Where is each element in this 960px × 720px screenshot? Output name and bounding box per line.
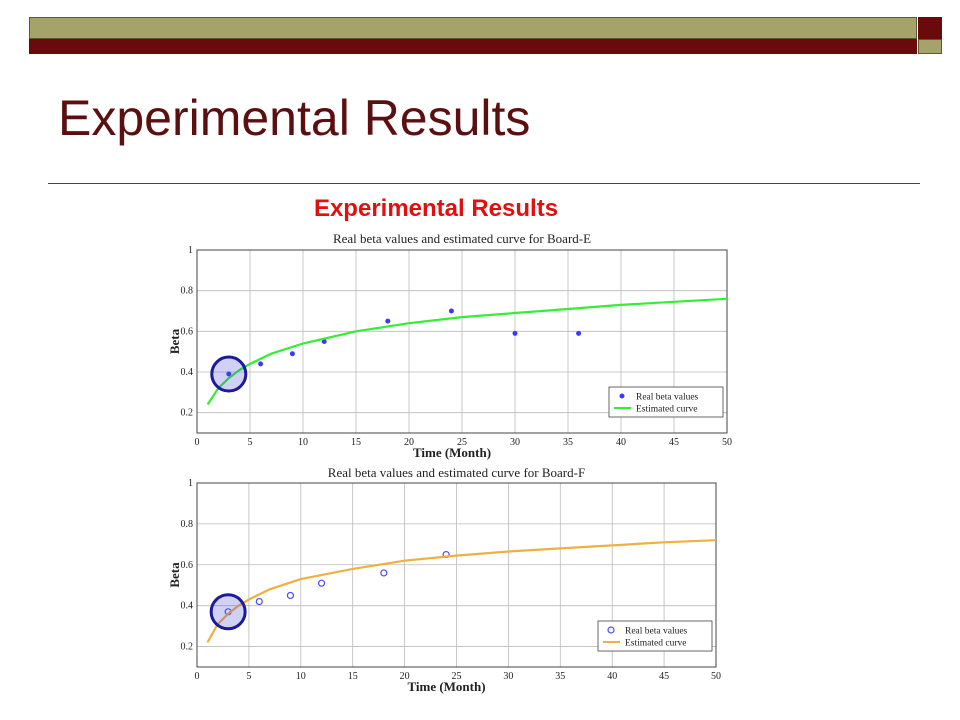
chart-e-plot-frame <box>196 249 728 434</box>
chart-f-ytick-label: 0.2 <box>181 642 194 653</box>
chart-e-xtick-label: 50 <box>722 437 732 448</box>
chart-e-data-point <box>321 339 327 344</box>
chart-e-xtick-label: 0 <box>195 437 200 448</box>
chart-e-yaxis-label: Beta <box>167 328 182 354</box>
chart-f-estimated-curve <box>206 539 717 644</box>
chart-f-legend-swatch <box>607 626 615 634</box>
chart-f-ytick-label: 0.8 <box>181 519 194 530</box>
chart-f-xtick-label: 10 <box>296 671 306 682</box>
chart-e-xtick-label: 45 <box>669 437 679 448</box>
chart-e-xtick-label: 15 <box>351 437 361 448</box>
chart-f-ytick-label: 0.4 <box>181 601 194 612</box>
chart-e-xtick-label: 20 <box>404 437 414 448</box>
chart-f-xtick-label: 35 <box>555 671 565 682</box>
chart-e-data-point <box>576 330 582 336</box>
chart-board-f-svg: Real beta values and estimated curve for… <box>167 465 721 694</box>
chart-e-ytick-label: 0.6 <box>181 326 194 337</box>
title-divider <box>48 183 920 184</box>
chart-e-data-point <box>512 330 518 336</box>
chart-e-xtick-label: 10 <box>298 437 308 448</box>
chart-f-xtick-label: 25 <box>452 671 462 682</box>
slide-title: Experimental Results <box>58 90 531 146</box>
chart-board-e-svg: Real beta values and estimated curve for… <box>167 231 732 460</box>
chart-e-xtick-label: 5 <box>248 437 253 448</box>
chart-e-xtick-label: 25 <box>457 437 467 448</box>
chart-f-xtick-label: 30 <box>503 671 513 682</box>
chart-e-highlight-circle <box>210 355 248 393</box>
chart-f-xtick-label: 15 <box>348 671 358 682</box>
chart-e-legend-swatch <box>619 393 625 399</box>
chart-board-f: Real beta values and estimated curve for… <box>160 465 730 706</box>
chart-f-yaxis-label: Beta <box>167 562 182 588</box>
chart-e-data-point <box>448 308 454 314</box>
chart-f-data-point <box>286 591 295 600</box>
chart-e-xtick-label: 40 <box>616 437 626 448</box>
chart-f-xtick-label: 40 <box>607 671 617 682</box>
chart-e-ytick-label: 1 <box>188 245 193 256</box>
chart-e-ytick-label: 0.2 <box>181 408 194 419</box>
chart-f-xaxis-label: Time (Month) <box>407 679 485 694</box>
chart-board-e: Real beta values and estimated curve for… <box>160 228 738 469</box>
chart-f-plot-frame <box>196 482 717 668</box>
chart-e-xaxis-label: Time (Month) <box>413 445 491 460</box>
header-bar-maroon <box>29 39 917 54</box>
chart-f-xtick-label: 5 <box>246 671 251 682</box>
chart-f-title: Real beta values and estimated curve for… <box>328 465 585 480</box>
chart-e-data-point <box>226 371 232 377</box>
chart-e-title: Real beta values and estimated curve for… <box>333 231 591 246</box>
chart-e-data-point <box>258 361 264 367</box>
chart-f-xtick-label: 0 <box>195 671 200 682</box>
chart-e-xtick-label: 30 <box>510 437 520 448</box>
chart-f-data-point <box>255 597 263 606</box>
chart-f-legend-box <box>597 620 713 652</box>
chart-f-xtick-label: 20 <box>400 671 410 682</box>
chart-f-ytick-label: 1 <box>188 478 193 489</box>
chart-f-highlight-circle <box>209 593 247 631</box>
corner-square-maroon <box>918 17 942 39</box>
chart-e-xtick-label: 35 <box>563 437 573 448</box>
chart-e-estimated-curve <box>206 297 728 406</box>
chart-f-xtick-label: 45 <box>659 671 669 682</box>
chart-f-legend-label: Real beta values <box>625 627 688 637</box>
chart-f-ytick-label: 0.6 <box>181 560 194 571</box>
chart-e-legend-label: Real beta values <box>636 393 699 403</box>
chart-f-xtick-label: 50 <box>711 671 721 682</box>
chart-e-legend-label: Estimated curve <box>636 405 697 415</box>
chart-e-data-point <box>289 351 295 357</box>
chart-e-ytick-label: 0.8 <box>181 286 194 297</box>
slide-subtitle: Experimental Results <box>313 195 559 222</box>
header-bar-olive <box>29 17 917 39</box>
chart-f-data-point <box>317 579 326 587</box>
chart-f-legend-label: Estimated curve <box>625 639 686 649</box>
chart-f-data-point <box>380 569 388 577</box>
chart-e-ytick-label: 0.4 <box>181 367 194 378</box>
chart-e-data-point <box>385 318 391 324</box>
corner-square-olive <box>918 39 942 54</box>
chart-e-legend-box <box>608 386 724 418</box>
